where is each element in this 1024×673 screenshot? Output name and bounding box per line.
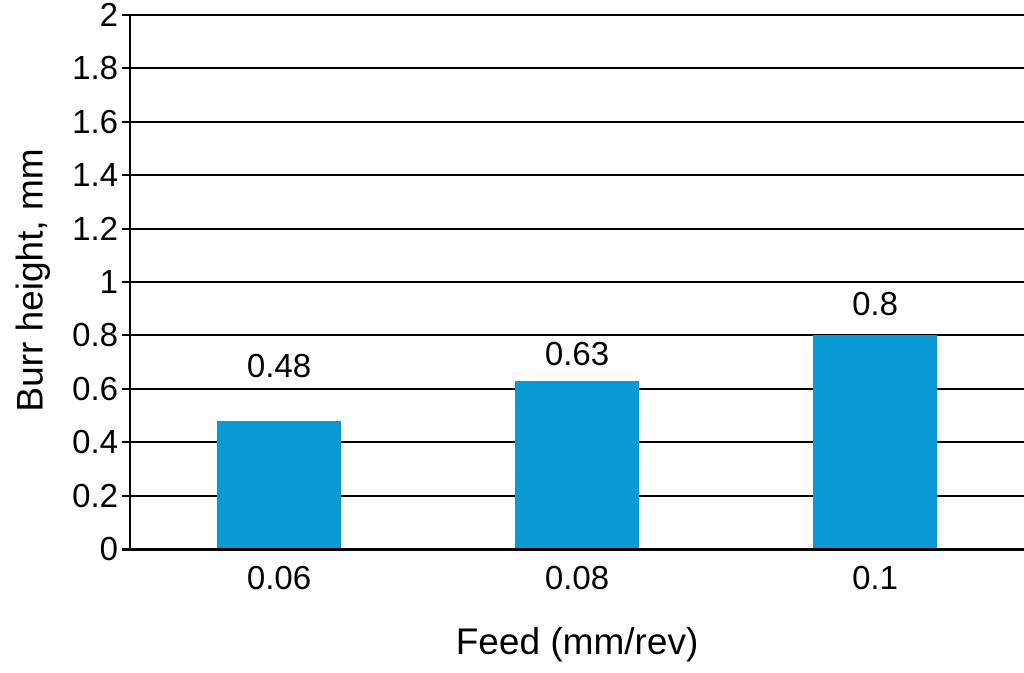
bar-value-label: 0.63 xyxy=(544,335,610,372)
gridline xyxy=(130,228,1024,230)
x-tick-label: 0.1 xyxy=(852,559,898,596)
y-tick-label: 0.4 xyxy=(72,423,118,460)
gridline xyxy=(130,281,1024,283)
bar xyxy=(813,335,937,549)
y-tick-mark xyxy=(122,14,131,16)
y-tick-mark xyxy=(122,281,131,283)
y-tick-label: 1.6 xyxy=(72,103,118,140)
y-tick-label: 0.2 xyxy=(72,477,118,514)
x-axis-title: Feed (mm/rev) xyxy=(455,621,699,662)
gridline xyxy=(130,121,1024,123)
y-tick-label: 1.2 xyxy=(72,210,118,247)
y-tick-mark xyxy=(122,334,131,336)
y-axis-line xyxy=(129,15,131,551)
bar xyxy=(515,381,639,549)
y-tick-label: 1 xyxy=(99,263,118,300)
gridline xyxy=(130,174,1024,176)
x-tick-label: 0.08 xyxy=(544,559,610,596)
y-tick-label: 1.4 xyxy=(72,156,118,193)
y-tick-mark xyxy=(122,495,131,497)
y-tick-mark xyxy=(122,228,131,230)
y-tick-mark xyxy=(122,441,131,443)
y-tick-mark xyxy=(122,121,131,123)
y-tick-label: 0.8 xyxy=(72,316,118,353)
y-tick-label: 1.8 xyxy=(72,49,118,86)
bar-value-label: 0.48 xyxy=(246,347,312,384)
y-tick-label: 2 xyxy=(99,0,118,33)
x-axis-line xyxy=(122,548,1024,551)
x-tick-label: 0.06 xyxy=(246,559,312,596)
y-tick-label: 0 xyxy=(99,530,118,567)
y-tick-mark xyxy=(122,174,131,176)
y-tick-mark xyxy=(122,67,131,69)
bar-value-label: 0.8 xyxy=(852,285,898,322)
gridline xyxy=(130,334,1024,336)
gridline xyxy=(130,67,1024,69)
bar xyxy=(217,421,341,549)
y-tick-mark xyxy=(122,388,131,390)
y-tick-label: 0.6 xyxy=(72,370,118,407)
gridline xyxy=(130,14,1024,16)
